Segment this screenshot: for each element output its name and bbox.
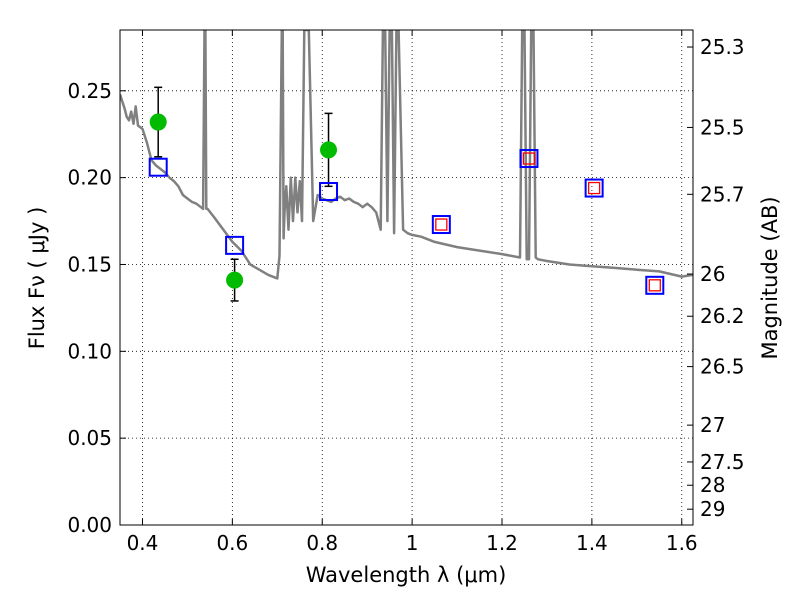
axis-ticks: 0.4 0.6 0.8 1 1.2 1.4 1.6 0.00 0.05 0.10 0.15 0.20 0… (67, 30, 745, 555)
x-tick-label: 1 (406, 531, 419, 555)
x-tick-label: 1.6 (666, 531, 698, 555)
observed-point (226, 271, 244, 289)
plot-data (120, 30, 693, 302)
x-tick-label: 1.4 (576, 531, 608, 555)
y2-tick-label: 29 (700, 497, 725, 521)
model-square (319, 182, 339, 202)
sed-model-line (120, 30, 693, 280)
y-tick-label: 0.20 (67, 166, 112, 190)
y2-tick-label: 28 (700, 473, 725, 497)
y-tick-label: 0.10 (67, 339, 112, 363)
y2-tick-label: 27 (700, 413, 725, 437)
y-tick-label: 0.00 (67, 513, 112, 537)
x-tick-label: 0.4 (127, 531, 159, 555)
model-square (645, 275, 665, 295)
observed-point (320, 141, 338, 159)
y-axis-label: Flux Fν ( μJy ) (25, 207, 49, 350)
model-square (519, 149, 539, 169)
y2-tick-label: 26 (700, 262, 725, 286)
x-tick-label: 0.6 (216, 531, 248, 555)
y-tick-label: 0.15 (67, 252, 112, 276)
x-tick-label: 1.2 (486, 531, 518, 555)
model-square (584, 178, 604, 198)
x-tick-label: 0.8 (306, 531, 338, 555)
y2-tick-label: 27.5 (700, 450, 745, 474)
model-square (148, 157, 168, 177)
y2-tick-label: 26.2 (700, 304, 745, 328)
y2-tick-label: 25.3 (700, 35, 745, 59)
x-axis-label: Wavelength λ (μm) (306, 563, 507, 587)
observed-point (149, 113, 167, 131)
red-square (435, 218, 448, 231)
grid-lines (120, 30, 693, 526)
red-square (587, 181, 601, 195)
y2-tick-label: 25.7 (700, 182, 745, 206)
model-square (225, 235, 245, 255)
red-square (522, 152, 536, 165)
model-square (431, 215, 451, 235)
y2-tick-label: 25.5 (700, 115, 745, 139)
y2-tick-label: 26.5 (700, 355, 745, 379)
red-square (648, 279, 661, 292)
plot-frame (119, 29, 694, 526)
y2-axis-label: Magnitude (AB) (758, 196, 782, 359)
y-tick-label: 0.25 (67, 79, 112, 103)
y-tick-label: 0.05 (67, 426, 112, 450)
